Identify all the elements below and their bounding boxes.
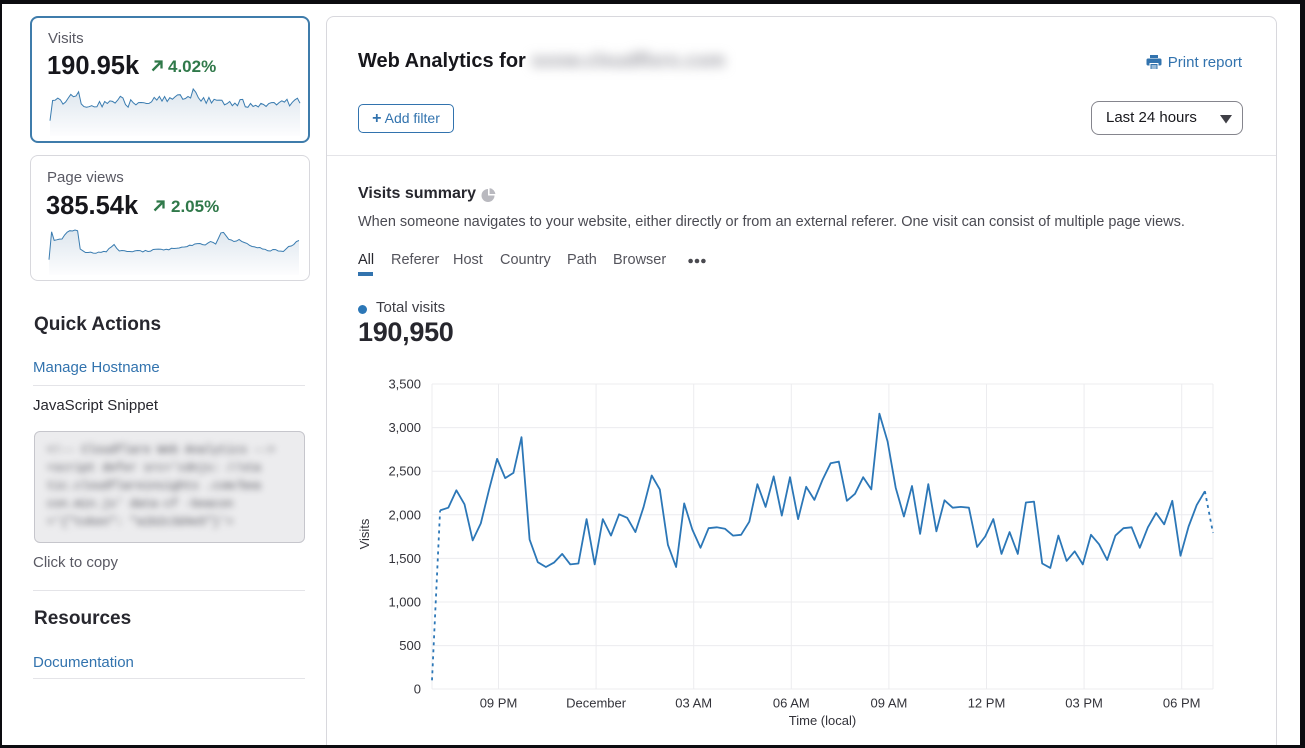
svg-text:1,500: 1,500	[388, 551, 421, 566]
svg-text:0: 0	[414, 682, 421, 697]
svg-text:03 AM: 03 AM	[675, 696, 712, 711]
svg-text:06 AM: 06 AM	[773, 696, 810, 711]
svg-text:1,000: 1,000	[388, 595, 421, 610]
svg-text:3,500: 3,500	[388, 377, 421, 392]
svg-text:09 PM: 09 PM	[480, 696, 518, 711]
svg-text:03 PM: 03 PM	[1065, 696, 1103, 711]
svg-text:2,000: 2,000	[388, 507, 421, 522]
svg-text:Visits: Visits	[357, 518, 372, 549]
svg-text:Time (local): Time (local)	[789, 713, 856, 728]
svg-text:December: December	[566, 696, 627, 711]
svg-text:2,500: 2,500	[388, 464, 421, 479]
svg-text:09 AM: 09 AM	[870, 696, 907, 711]
svg-text:3,000: 3,000	[388, 420, 421, 435]
svg-text:06 PM: 06 PM	[1163, 696, 1201, 711]
svg-text:12 PM: 12 PM	[968, 696, 1006, 711]
svg-text:500: 500	[399, 638, 421, 653]
